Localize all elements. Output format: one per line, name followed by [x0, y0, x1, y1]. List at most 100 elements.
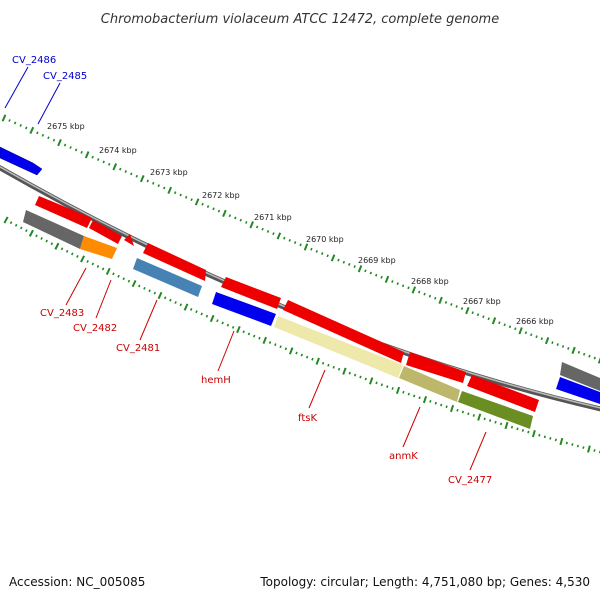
- ruler-minor-tick: [577, 350, 581, 354]
- inner-ruler-minor-tick: [321, 361, 325, 365]
- ruler-minor-tick: [184, 195, 188, 199]
- inner-ruler-major-tick: [422, 395, 428, 404]
- gene-small-cds[interactable]: [124, 234, 134, 246]
- ruler-major-tick: [465, 306, 470, 315]
- ruler-major-tick: [571, 346, 576, 355]
- ruler-minor-tick: [36, 131, 39, 135]
- gene-label-hemH[interactable]: hemH: [201, 375, 231, 386]
- ruler-minor-tick: [272, 232, 275, 236]
- ruler-minor-tick: [135, 174, 138, 178]
- gene-ftsK-region[interactable]: [274, 316, 403, 378]
- ruler-minor-tick: [391, 280, 394, 283]
- ruler-major-tick: [491, 317, 497, 325]
- ruler-minor-tick: [364, 269, 367, 273]
- topology-summary: Topology: circular; Length: 4,751,080 bp…: [259, 575, 590, 589]
- inner-ruler-minor-tick: [364, 377, 367, 381]
- ruler-major-tick: [1, 114, 7, 122]
- ruler-minor-tick: [69, 146, 72, 149]
- ruler-major-tick: [384, 275, 390, 284]
- gene-label-cv2485[interactable]: CV_2485: [43, 71, 87, 82]
- gene-hemH-cds[interactable]: [212, 292, 276, 326]
- inner-ruler-minor-tick: [434, 401, 437, 405]
- ruler-major-tick: [357, 265, 363, 273]
- inner-ruler-minor-tick: [418, 396, 421, 400]
- gene-cv2477-region[interactable]: [458, 391, 533, 429]
- gene-cv2483-cds[interactable]: [23, 210, 84, 249]
- gene-label-ftsK[interactable]: ftsK: [298, 413, 317, 424]
- inner-ruler-minor-tick: [582, 446, 585, 449]
- ruler-minor-tick: [25, 126, 28, 130]
- ruler-minor-tick: [444, 301, 448, 304]
- ruler-minor-tick: [217, 209, 221, 213]
- ruler-minor-tick: [119, 167, 122, 171]
- gene-label-cv2486[interactable]: CV_2486: [12, 55, 56, 66]
- kbp-label-2675: 2675 kbp: [47, 122, 85, 131]
- ruler-major-tick: [29, 126, 35, 134]
- inner-ruler-minor-tick: [25, 229, 28, 233]
- gene-cv2480-cds[interactable]: [143, 243, 206, 281]
- inner-ruler-minor-tick: [516, 427, 519, 431]
- gene-cv2486-forward[interactable]: [0, 146, 43, 176]
- inner-ruler-major-tick: [369, 377, 374, 385]
- inner-ruler-major-tick: [262, 336, 267, 344]
- kbp-label-2669: 2669 kbp: [358, 256, 396, 265]
- inner-ruler-major-tick: [131, 279, 137, 288]
- ruler-minor-tick: [369, 271, 373, 275]
- ruler-major-tick: [438, 296, 443, 304]
- ruler-minor-tick: [434, 296, 437, 300]
- inner-ruler-minor-tick: [311, 357, 314, 361]
- gene-cv2484-cds[interactable]: [35, 196, 92, 228]
- gene-label-cv2481[interactable]: CV_2481: [116, 343, 160, 354]
- gene-cv2479-cds[interactable]: [221, 277, 281, 309]
- leader-cv2483: [65, 267, 87, 306]
- gene-right-blue[interactable]: [556, 377, 600, 404]
- ruler-major-tick: [276, 232, 282, 240]
- ruler-minor-tick: [152, 181, 155, 185]
- ruler-minor-tick: [190, 198, 193, 202]
- ruler-minor-tick: [47, 136, 50, 140]
- inner-ruler-minor-tick: [9, 221, 13, 225]
- inner-ruler-major-tick: [315, 357, 320, 365]
- inner-ruler-minor-tick: [402, 390, 405, 394]
- inner-ruler: [3, 216, 600, 454]
- gene-right-forward[interactable]: [560, 362, 600, 391]
- gene-label-cv2482[interactable]: CV_2482: [73, 323, 117, 334]
- leader-anmK: [402, 406, 421, 448]
- inner-ruler-minor-tick: [543, 435, 546, 439]
- gene-cv2478-cds[interactable]: [406, 352, 466, 383]
- inner-ruler-minor-tick: [375, 381, 378, 385]
- gene-label-cv2477[interactable]: CV_2477: [448, 475, 492, 486]
- inner-ruler-minor-tick: [300, 353, 303, 357]
- inner-ruler-minor-tick: [242, 330, 245, 334]
- inner-ruler-minor-tick: [112, 272, 115, 276]
- leader-hemH: [217, 330, 235, 372]
- kbp-label-2667: 2667 kbp: [463, 297, 501, 306]
- ruler-minor-tick: [91, 155, 94, 159]
- leader-cv2477: [469, 431, 487, 471]
- ruler-minor-tick: [326, 254, 329, 258]
- inner-ruler-minor-tick: [179, 303, 183, 307]
- ruler-major-tick: [544, 337, 550, 345]
- inner-ruler-minor-tick: [40, 237, 43, 240]
- leader-cv2485: [37, 82, 61, 125]
- inner-ruler-minor-tick: [35, 234, 38, 238]
- inner-ruler-minor-tick: [122, 277, 125, 281]
- gene-anmK-cds[interactable]: [399, 366, 460, 402]
- gene-label-anmK[interactable]: anmK: [389, 451, 418, 462]
- gene-cv2483b-cds[interactable]: [89, 220, 122, 244]
- ruler-minor-tick: [130, 172, 133, 176]
- inner-ruler-major-tick: [587, 445, 591, 453]
- ruler-minor-tick: [348, 263, 351, 266]
- gene-ftsK-cds[interactable]: [283, 300, 404, 363]
- inner-ruler-major-tick: [450, 404, 455, 413]
- gene-cv2477-cds[interactable]: [467, 375, 539, 412]
- gene-cv2481-cds[interactable]: [133, 258, 202, 297]
- ruler-minor-tick: [96, 158, 100, 162]
- inner-ruler-minor-tick: [359, 375, 362, 379]
- kbp-label-2666: 2666 kbp: [516, 317, 554, 326]
- ruler-minor-tick: [561, 345, 565, 348]
- gene-cv2482-cds[interactable]: [80, 236, 117, 259]
- gene-label-cv2483[interactable]: CV_2483: [40, 308, 84, 319]
- ruler-minor-tick: [428, 294, 432, 298]
